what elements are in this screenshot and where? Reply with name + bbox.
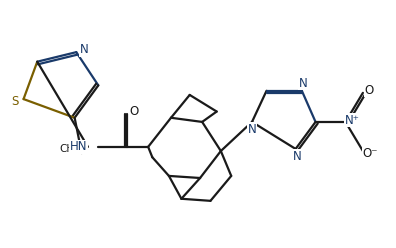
Text: N: N [248, 123, 256, 136]
Text: O: O [364, 84, 373, 97]
Text: O⁻: O⁻ [363, 147, 378, 160]
Text: N: N [79, 43, 88, 56]
Text: N: N [299, 77, 307, 90]
Text: S: S [11, 95, 19, 108]
Text: HN: HN [70, 140, 88, 153]
Text: N: N [293, 150, 301, 163]
Text: CH₃: CH₃ [60, 144, 79, 154]
Text: N⁺: N⁺ [345, 114, 360, 127]
Text: O: O [129, 105, 139, 118]
